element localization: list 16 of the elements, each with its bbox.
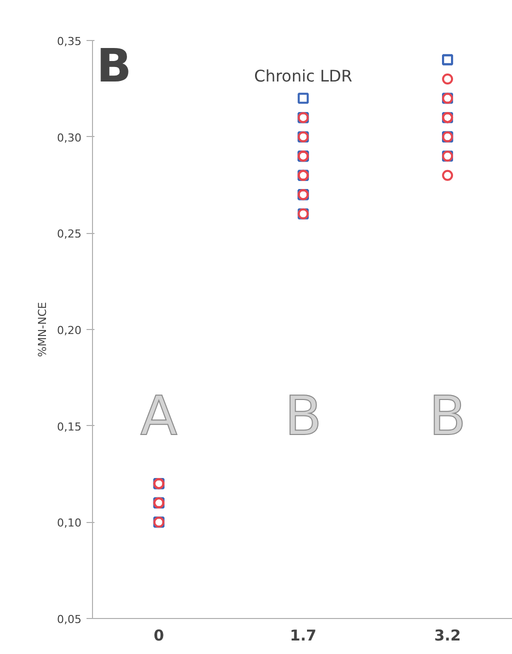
y-tick-label: 0,05 — [57, 613, 82, 626]
y-tick-label: 0,10 — [57, 516, 82, 530]
x-tick-label: 3.2 — [434, 626, 461, 644]
y-tick-label: 0,20 — [57, 324, 82, 337]
x-tick-label: 0 — [154, 626, 164, 644]
annotation: A — [140, 384, 178, 448]
x-tick-label: 1.7 — [290, 626, 317, 644]
annotation: B — [429, 384, 466, 448]
y-tick-label: 0,25 — [57, 228, 82, 241]
y-tick-label: 0,15 — [57, 420, 82, 434]
y-axis-title: %MN-NCE — [36, 302, 50, 357]
annotation: B — [96, 38, 132, 92]
text: Chronic LDR — [254, 66, 352, 86]
y-tick-label: 0,30 — [57, 131, 82, 144]
annotation: B — [284, 384, 322, 448]
y-tick-label: 0,35 — [57, 35, 82, 48]
